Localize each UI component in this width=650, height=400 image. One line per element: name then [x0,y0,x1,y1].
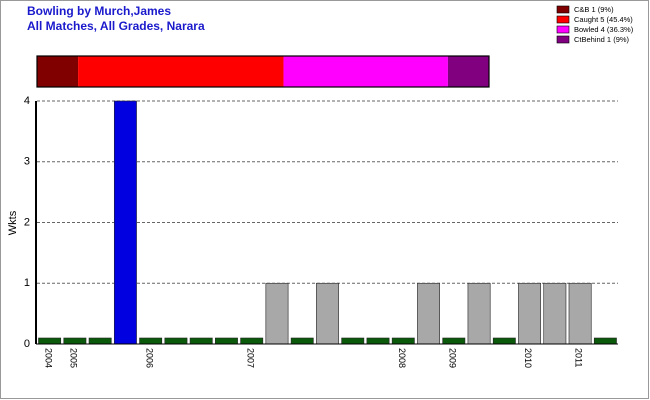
bar [417,282,440,345]
strip-border [36,55,490,88]
x-tick-label: 2007 [245,348,255,368]
y-tick-label: 2 [24,216,30,228]
bar [366,337,390,345]
legend-label: Bowled 4 (36.3%) [574,25,634,34]
chart-subtitle: All Matches, All Grades, Narara [27,19,205,33]
strip-segment [447,56,489,87]
x-tick-label: 2010 [523,348,533,368]
bar [38,337,62,345]
bar [492,337,516,345]
bar [265,282,289,345]
strip-segment [37,56,79,87]
x-tick-label: 2006 [144,348,154,368]
y-tick-label: 4 [24,95,30,107]
bar [593,337,617,345]
y-tick-label: 0 [24,338,30,350]
bar [88,337,112,345]
chart-title: Bowling by Murch,James [27,4,171,18]
y-tick-label: 3 [24,156,30,168]
bar [543,282,567,345]
legend-swatch [556,25,570,34]
bar [189,337,213,345]
bar [568,282,592,345]
legend-swatch [556,5,570,14]
legend-label: Caught 5 (45.4%) [574,15,633,24]
bar [316,282,339,345]
legend-label: C&B 1 (9%) [574,5,614,14]
bar [63,337,87,345]
bar [518,282,542,345]
strip-segment [283,56,448,87]
bar [467,282,491,345]
bar [442,337,466,345]
y-axis-title: Wkts [7,210,19,235]
x-tick-label: 2004 [43,348,53,368]
bar [139,337,163,345]
y-tick-label: 1 [24,277,30,289]
bar [240,337,264,345]
legend-label: CtBehind 1 (9%) [574,35,630,44]
bar [215,337,238,345]
bar [341,337,365,345]
bar [290,337,314,345]
bar [164,337,188,345]
bar [113,100,137,345]
bar [391,337,415,345]
x-tick-label: 2005 [69,348,79,368]
x-tick-label: 2008 [397,348,407,368]
legend-swatch [556,15,570,24]
legend-swatch [556,35,570,44]
strip-segment [78,56,284,87]
x-tick-label: 2009 [447,348,457,368]
x-tick-label: 2011 [574,348,584,367]
